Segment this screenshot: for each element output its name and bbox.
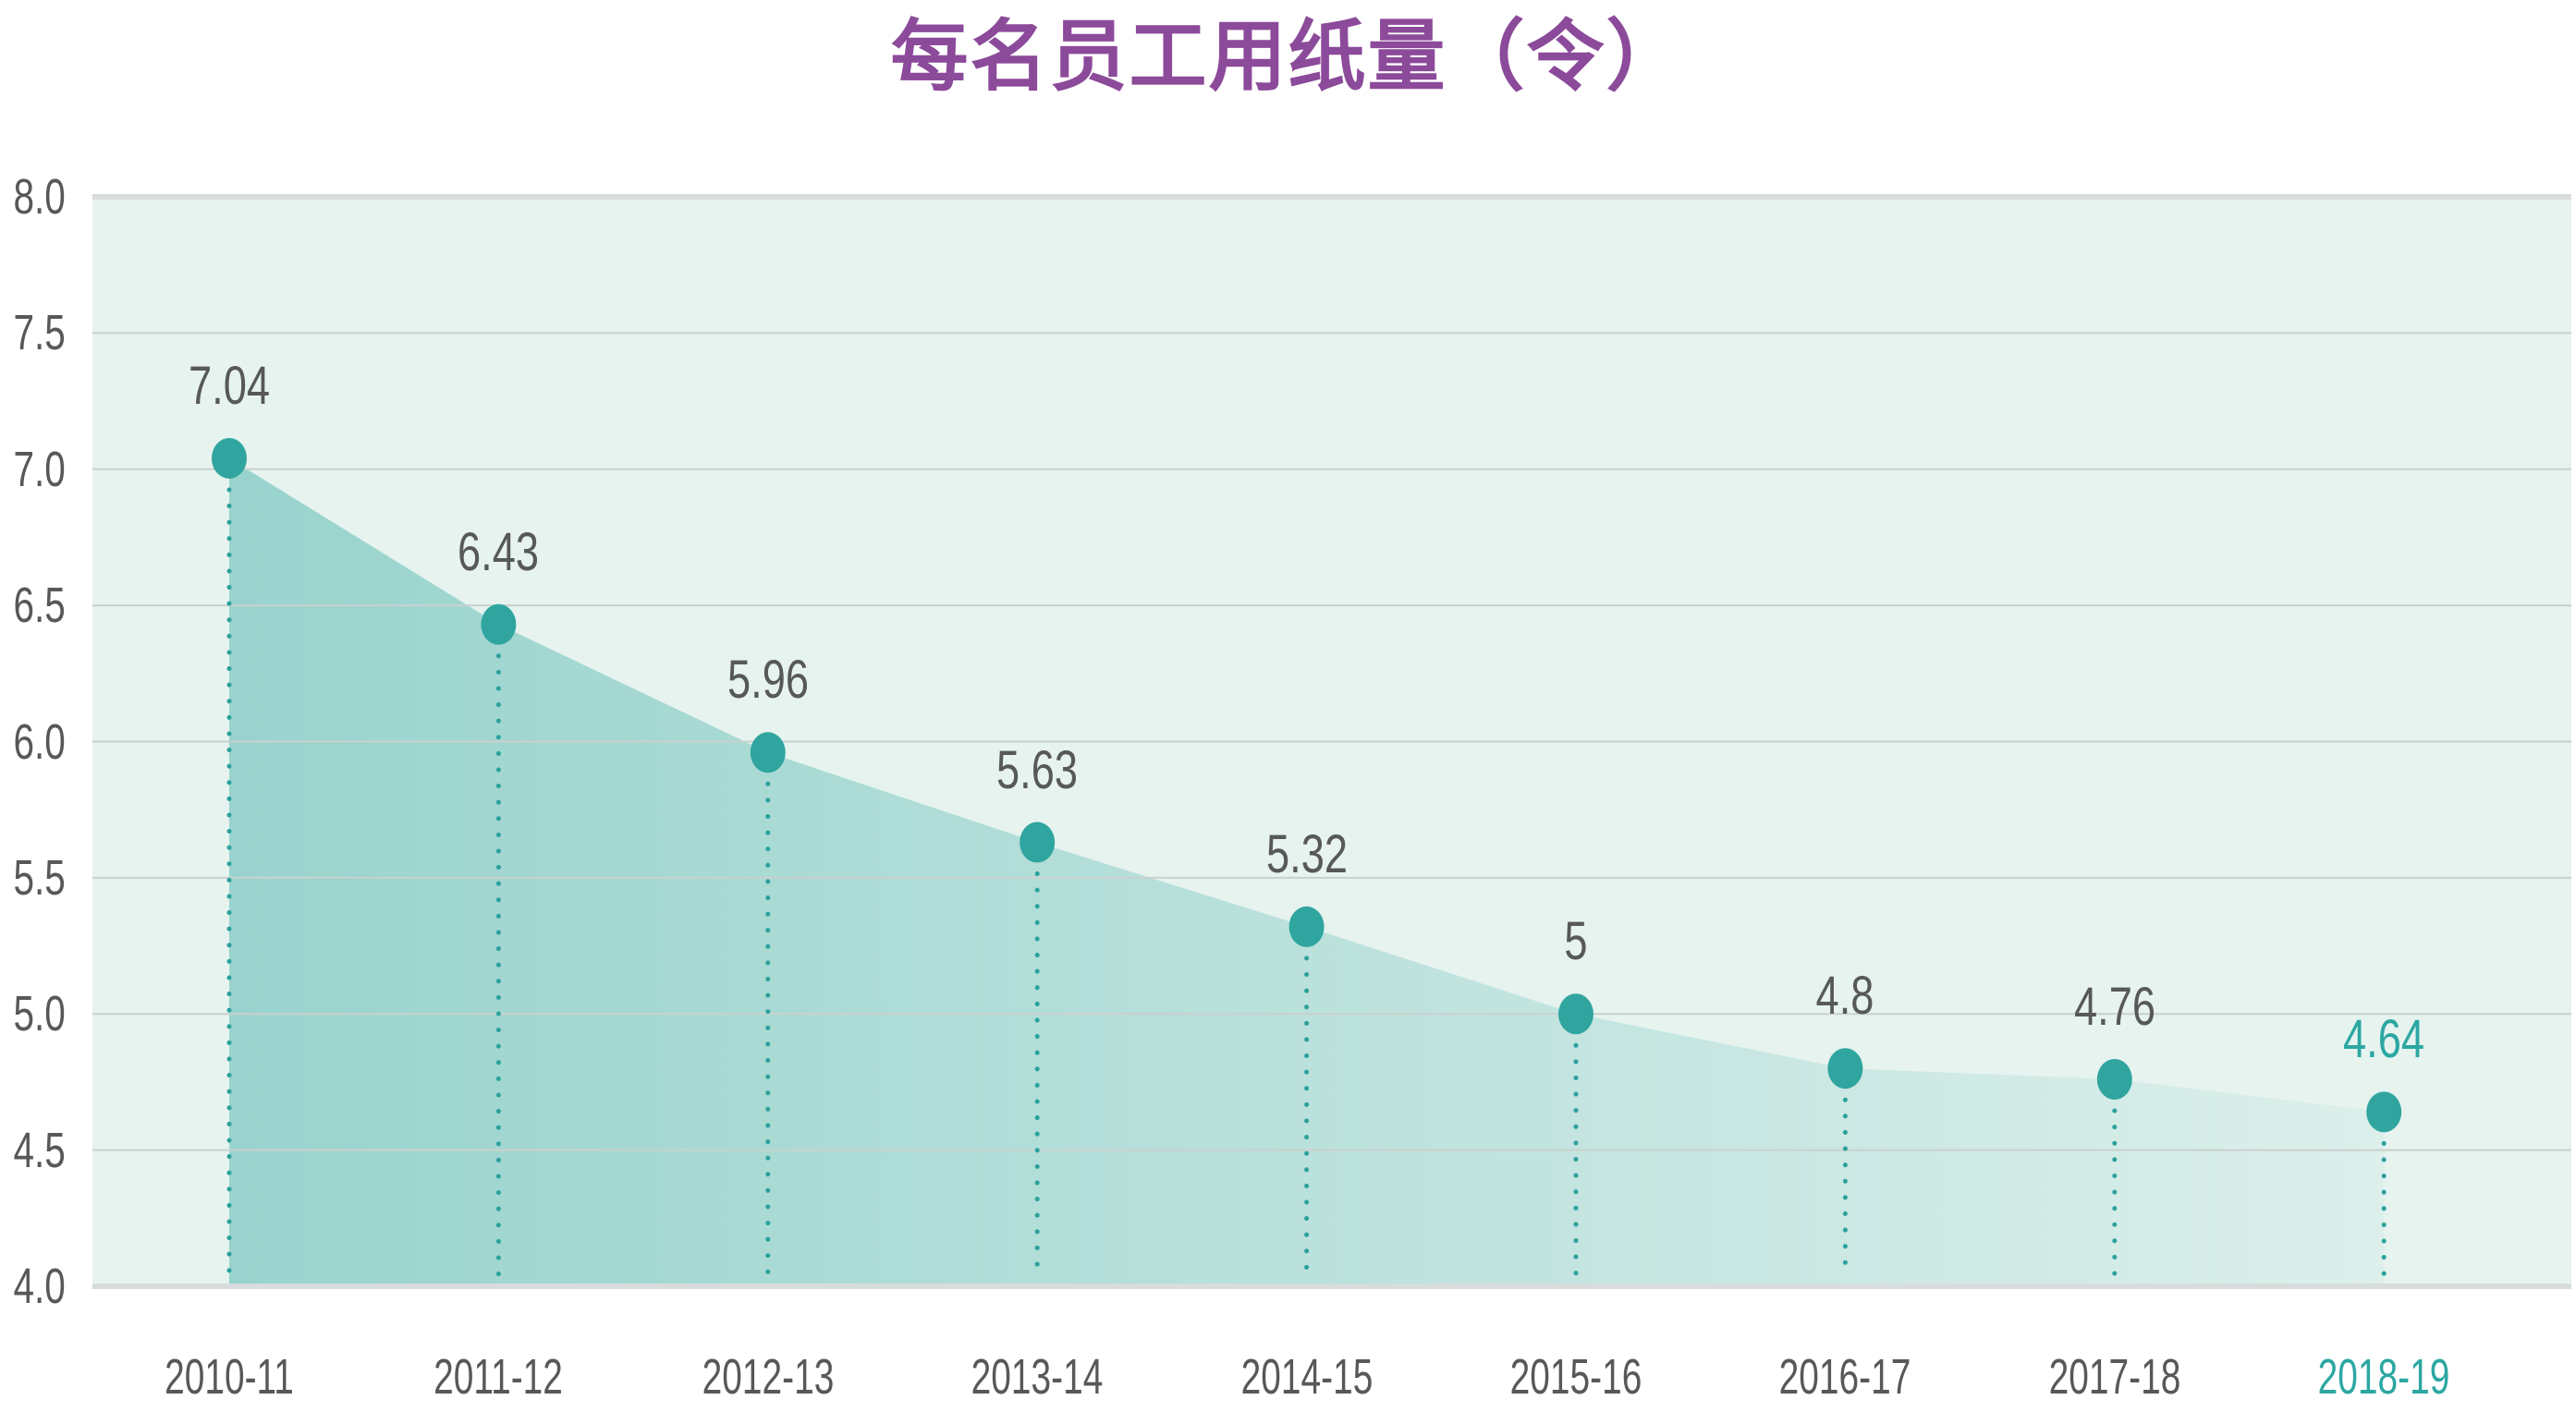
chart-title: 每名员工用纸量（令） <box>890 11 1686 102</box>
plot-top-border <box>92 194 2571 200</box>
data-point-marker <box>1558 993 1593 1035</box>
x-axis-baseline <box>92 1284 2571 1289</box>
data-point-marker <box>2096 1058 2132 1100</box>
data-point-marker <box>481 603 517 645</box>
data-point-marker <box>1288 906 1325 947</box>
data-point-marker <box>1827 1048 1863 1089</box>
data-point-marker <box>1019 822 1056 863</box>
data-point-marker <box>212 437 247 479</box>
data-point-marker <box>750 732 786 773</box>
data-point-marker <box>2366 1091 2402 1133</box>
